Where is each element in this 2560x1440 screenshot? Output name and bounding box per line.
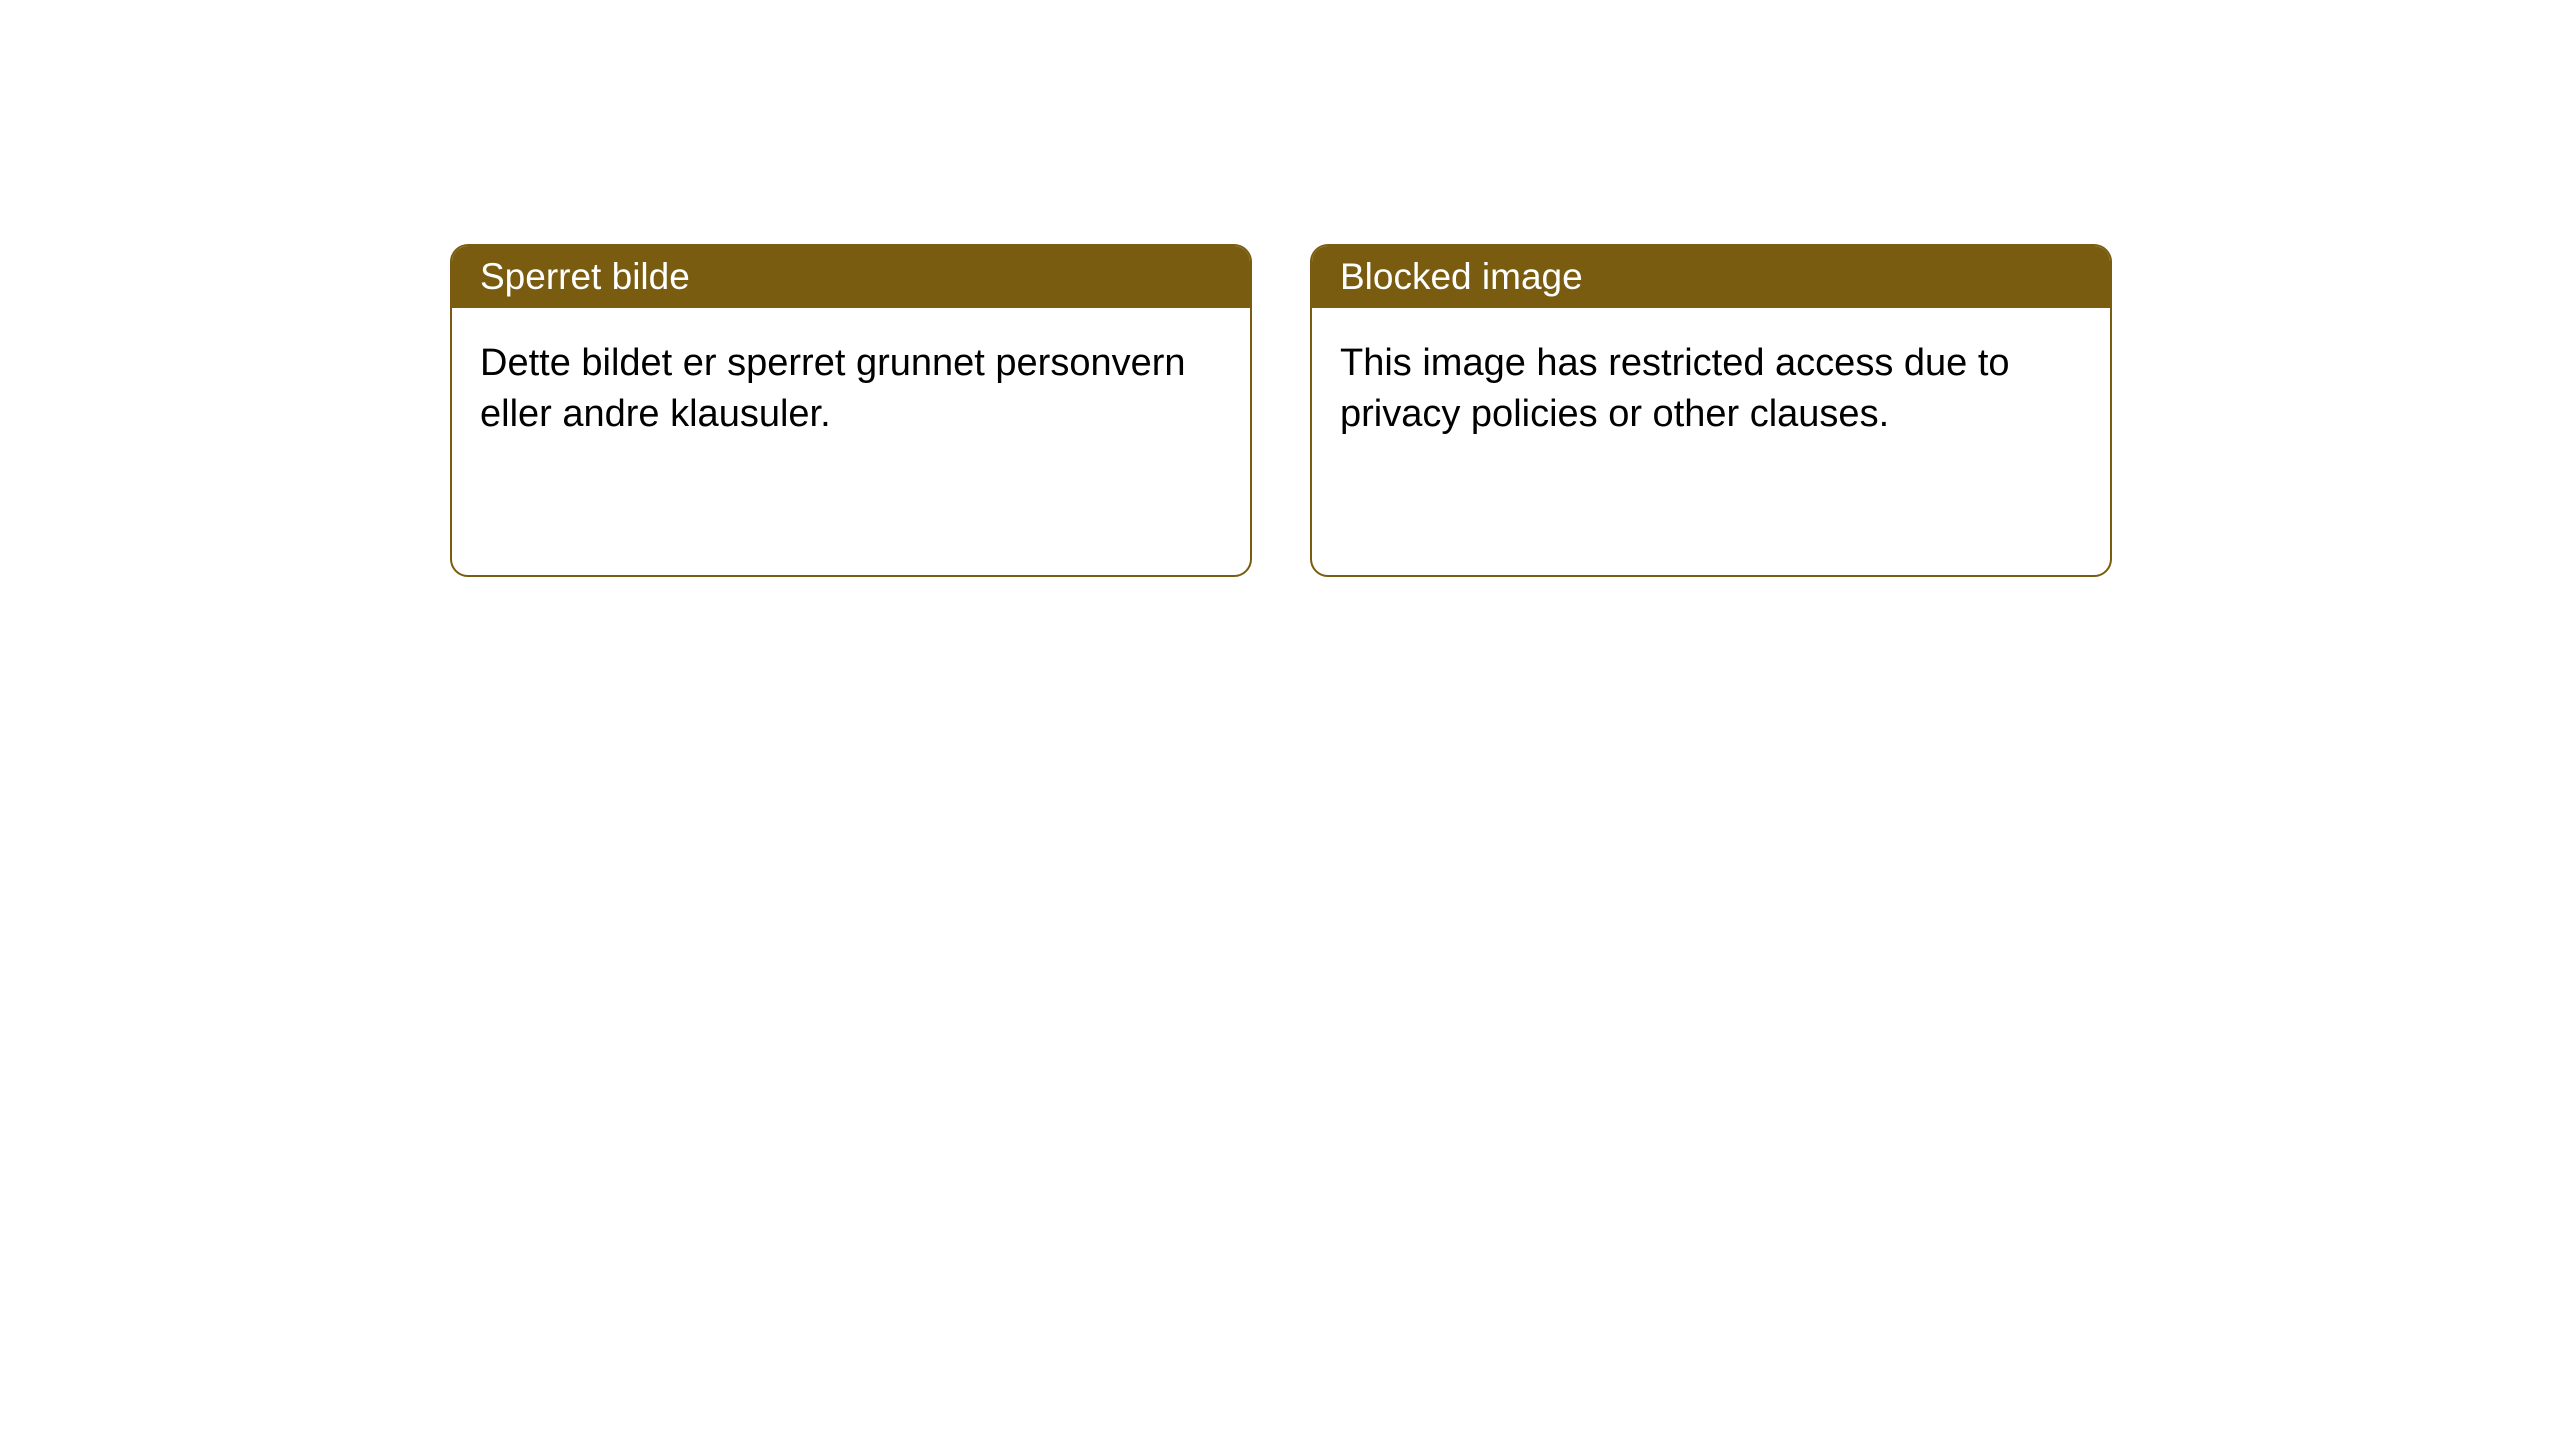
notice-card-title: Blocked image <box>1312 246 2110 308</box>
notice-card-english: Blocked image This image has restricted … <box>1310 244 2112 577</box>
notice-cards-container: Sperret bilde Dette bildet er sperret gr… <box>450 244 2112 577</box>
notice-card-title: Sperret bilde <box>452 246 1250 308</box>
notice-card-body: This image has restricted access due to … <box>1312 308 2110 471</box>
notice-card-norwegian: Sperret bilde Dette bildet er sperret gr… <box>450 244 1252 577</box>
notice-card-body: Dette bildet er sperret grunnet personve… <box>452 308 1250 471</box>
